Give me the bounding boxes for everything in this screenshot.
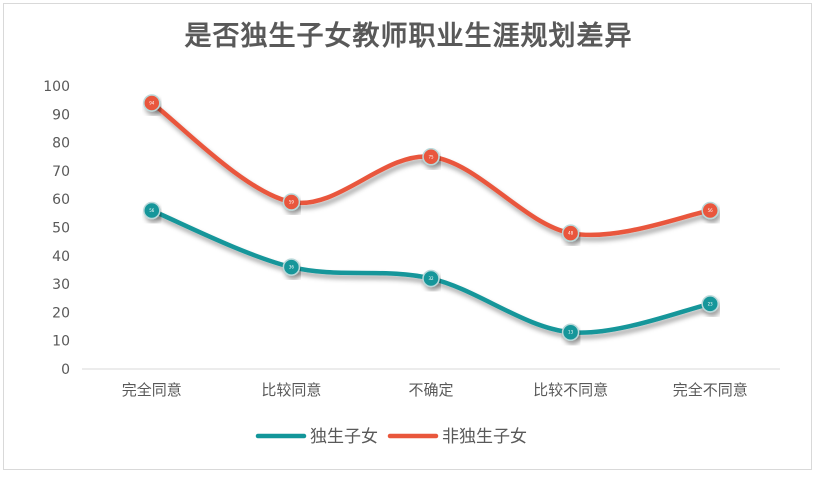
x-category-label: 比较不同意 [533,381,608,399]
data-point [701,295,719,313]
data-label: 75 [428,154,434,159]
legend-item: 独生子女 [255,427,378,447]
y-tick-label: 60 [52,192,70,208]
y-tick-label: 50 [52,221,70,237]
legend-label: 非独生子女 [442,427,527,447]
y-tick-label: 20 [52,305,70,321]
series-1: 56 36 32 13 23 [143,201,719,341]
x-category-label: 完全不同意 [673,381,748,399]
data-label: 94 [149,100,155,105]
x-category-label: 完全同意 [122,381,182,399]
series-2: 94 59 75 48 56 [143,94,719,242]
data-point [282,258,301,276]
data-label: 23 [708,301,714,306]
chart-frame [3,3,812,470]
data-point [143,201,161,220]
data-point [701,201,719,220]
data-label: 56 [149,208,155,213]
data-label: 59 [289,200,295,205]
chart-title: 是否独生子女教师职业生涯规划差异 [184,21,633,52]
series-line [149,100,713,238]
y-tick-label: 0 [61,362,70,378]
y-tick-label: 70 [52,164,70,180]
data-point [422,148,440,166]
y-tick-label: 40 [52,249,70,265]
data-label: 13 [568,330,574,335]
data-point [561,323,580,341]
legend-label: 独生子女 [310,427,378,447]
x-category-label: 不确定 [408,381,453,399]
y-tick-label: 90 [52,107,70,123]
y-tick-label: 10 [52,334,70,350]
data-label: 48 [568,231,574,236]
data-point [282,193,301,211]
data-label: 36 [289,265,295,270]
y-tick-label: 100 [43,79,70,95]
data-point [143,94,161,112]
data-label: 56 [708,208,714,213]
data-point [561,224,580,242]
data-label: 32 [428,276,434,281]
legend-item: 非独生子女 [387,427,527,447]
y-tick-label: 80 [52,136,70,152]
x-category-label: 比较同意 [261,381,321,399]
data-point [422,269,440,288]
y-tick-label: 30 [52,277,70,293]
